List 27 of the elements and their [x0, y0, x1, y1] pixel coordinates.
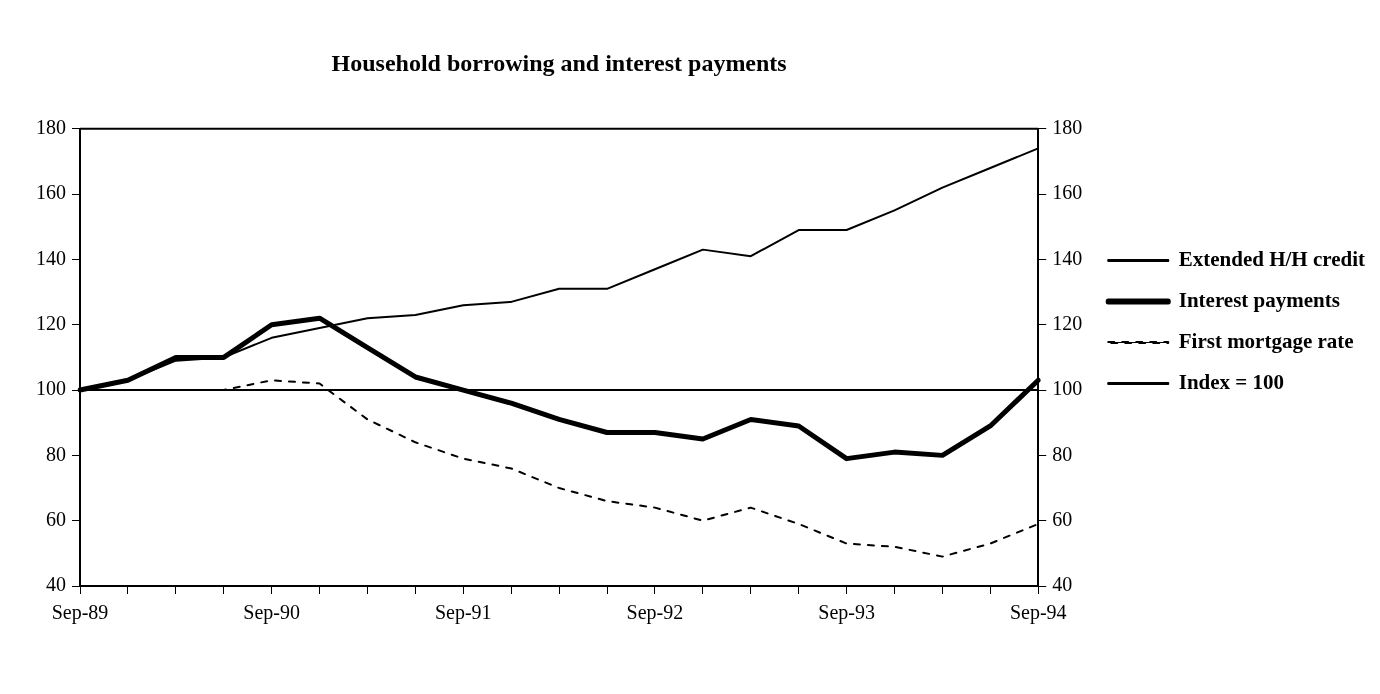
y-tick-label: 60 — [46, 507, 66, 530]
y2-tick-label: 120 — [1052, 311, 1083, 334]
y-tick-label: 140 — [36, 246, 66, 269]
y2-tick-label: 140 — [1052, 246, 1083, 269]
y-tick-label: 180 — [36, 116, 66, 139]
legend-label: Extended H/H credit — [1178, 246, 1366, 271]
x-tick-label: Sep-93 — [818, 601, 875, 625]
y-tick-label: 40 — [46, 573, 66, 596]
y2-tick-label: 100 — [1052, 377, 1083, 400]
x-tick-label: Sep-94 — [1009, 601, 1067, 625]
x-tick-label: Sep-91 — [434, 601, 492, 625]
y2-tick-label: 60 — [1052, 507, 1073, 530]
y-tick-label: 100 — [36, 377, 66, 400]
x-tick-label: Sep-92 — [626, 601, 684, 625]
y-tick-label: 160 — [36, 181, 66, 204]
x-tick-label: Sep-89 — [51, 601, 109, 625]
y2-tick-label: 160 — [1052, 181, 1083, 204]
y2-tick-label: 40 — [1052, 573, 1073, 596]
y2-tick-label: 80 — [1052, 442, 1073, 465]
legend-label: Index = 100 — [1178, 369, 1285, 394]
y2-tick-label: 180 — [1052, 116, 1083, 139]
legend-label: Interest payments — [1178, 287, 1340, 312]
y-tick-label: 120 — [36, 311, 66, 334]
chart-title: Household borrowing and interest payments — [331, 49, 787, 76]
x-tick-label: Sep-90 — [243, 601, 300, 625]
y-tick-label: 80 — [46, 442, 66, 465]
legend-label: First mortgage rate — [1178, 328, 1354, 353]
